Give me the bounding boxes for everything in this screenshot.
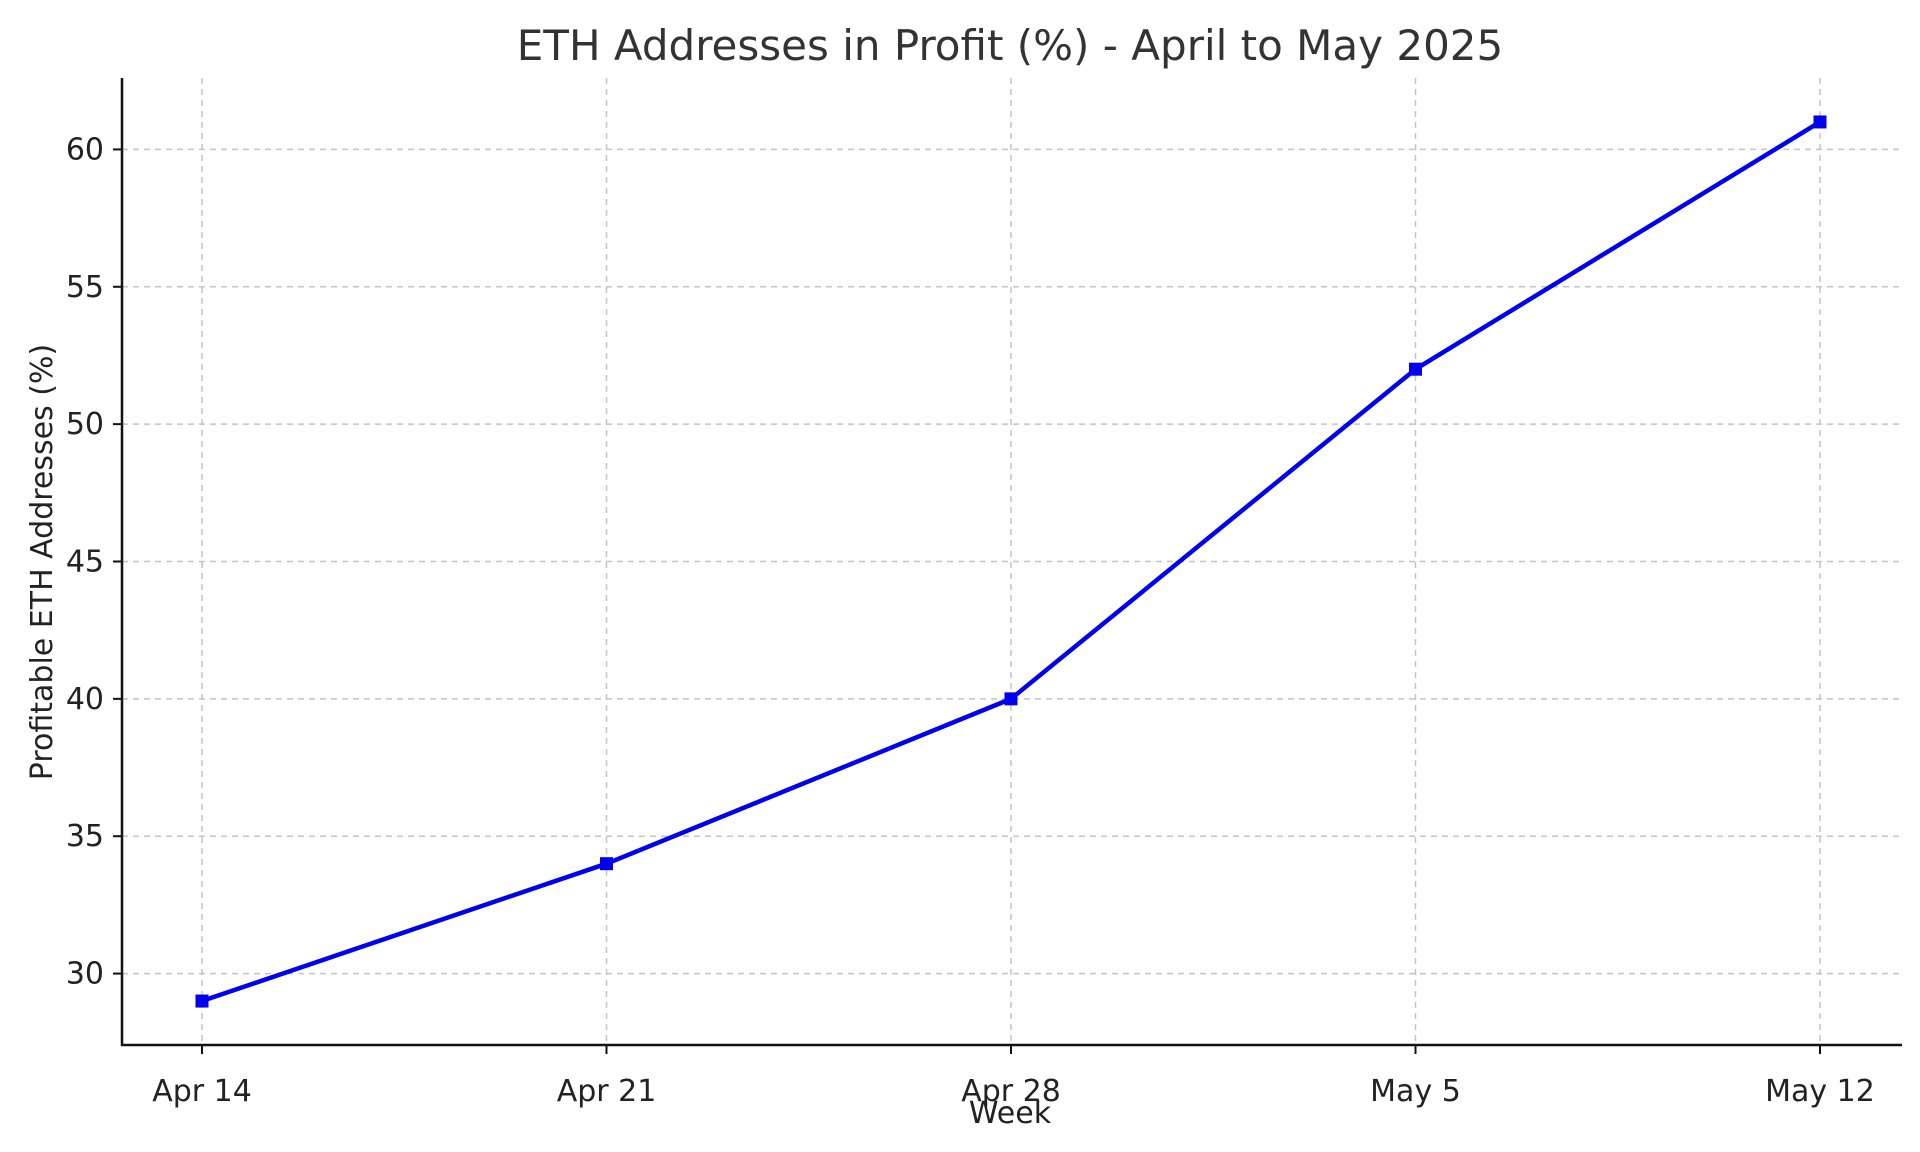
- series-layer: [195, 115, 1827, 1008]
- x-tick-label: May 12: [1765, 1074, 1875, 1109]
- data-point-marker: [600, 857, 613, 871]
- y-tick-label: 30: [66, 957, 104, 992]
- x-tick-label: Apr 21: [557, 1074, 657, 1109]
- y-tick-label: 45: [66, 545, 104, 580]
- y-tick-label: 35: [66, 819, 104, 854]
- y-tick-label: 60: [66, 132, 104, 167]
- x-tick-label: Apr 28: [961, 1074, 1061, 1109]
- y-tick-label: 50: [66, 407, 104, 442]
- data-point-marker: [195, 994, 209, 1008]
- x-tick-label: May 5: [1370, 1074, 1461, 1109]
- tick-labels: Apr 14 Apr 21 Apr 28 May 5 May 12 30 35 40 45 50 5…: [66, 132, 1875, 1109]
- y-tick-label: 55: [66, 270, 104, 305]
- x-axis-label: Week: [969, 1096, 1052, 1131]
- grid: [122, 78, 1902, 1045]
- y-axis-label: Profitable ETH Addresses (%): [25, 344, 60, 780]
- axes: [113, 78, 1902, 1054]
- data-point-marker: [1004, 692, 1018, 706]
- chart-title: ETH Addresses in Profit (%) - April to M…: [517, 21, 1503, 70]
- y-tick-label: 40: [66, 682, 104, 717]
- data-point-marker: [1813, 115, 1827, 129]
- x-tick-label: Apr 14: [152, 1074, 252, 1109]
- data-point-marker: [1409, 362, 1422, 376]
